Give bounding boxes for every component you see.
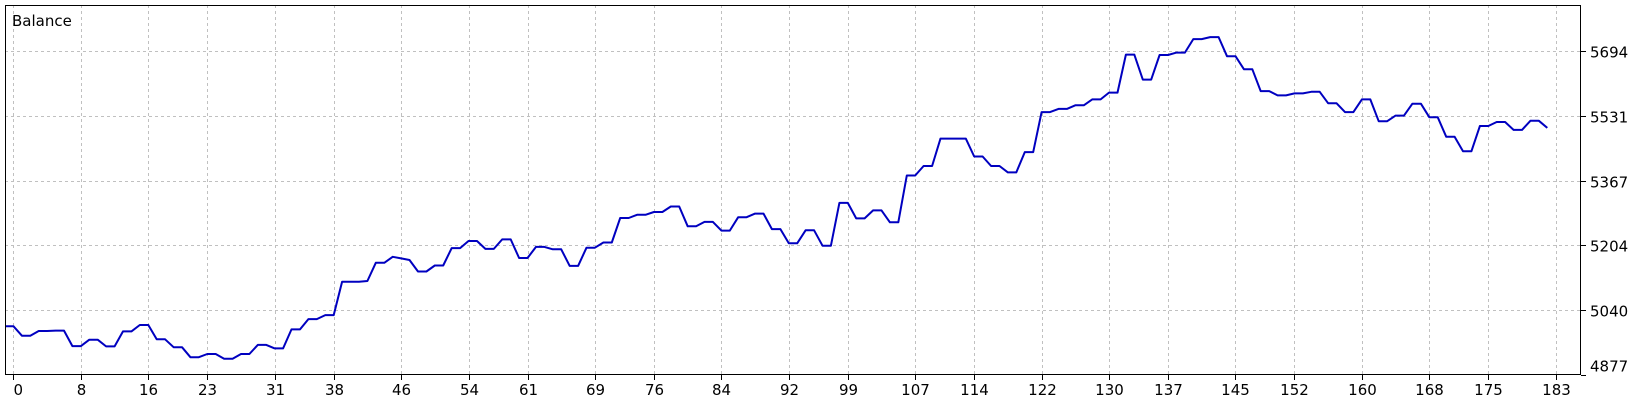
plot-frame: [5, 5, 1581, 375]
x-tick-label: 23: [198, 381, 217, 399]
x-tick-label: 145: [1221, 381, 1250, 399]
y-tick-label: 4877: [1590, 358, 1628, 376]
x-tick-label: 54: [460, 381, 479, 399]
x-tick-label: 84: [712, 381, 731, 399]
y-tick-label: 5040: [1590, 303, 1628, 321]
x-tick-label: 130: [1095, 381, 1124, 399]
x-tick-label: 92: [780, 381, 799, 399]
x-tick-label: 122: [1028, 381, 1057, 399]
x-tick-label: 160: [1348, 381, 1377, 399]
x-tick-label: 152: [1280, 381, 1309, 399]
x-tick-label: 38: [325, 381, 344, 399]
plot-background: [5, 5, 1581, 375]
balance-line: [5, 36, 1548, 360]
chart-title: Balance: [12, 12, 72, 30]
x-tick-label: 99: [839, 381, 858, 399]
x-tick-label: 183: [1542, 381, 1571, 399]
y-tick-label: 5531: [1590, 109, 1628, 127]
grid-lines: [5, 5, 1581, 375]
y-axis-ticks: 4877 5040 5204 5367 5531 5694: [1581, 44, 1628, 376]
y-tick-label: 5204: [1590, 238, 1628, 256]
series-layer: [5, 36, 1548, 360]
x-tick-label: 137: [1154, 381, 1183, 399]
x-tick-label: 168: [1415, 381, 1444, 399]
x-tick-label: 46: [392, 381, 411, 399]
x-tick-label: 8: [77, 381, 87, 399]
x-tick-label: 175: [1474, 381, 1503, 399]
x-tick-label: 107: [901, 381, 930, 399]
x-tick-label: 76: [645, 381, 664, 399]
x-tick-label: 31: [266, 381, 285, 399]
x-tick-label: 16: [139, 381, 158, 399]
x-tick-label: 114: [960, 381, 989, 399]
x-tick-label: 0: [14, 381, 24, 399]
x-axis-ticks: 0 8 16 23 31 38 46 54 61 69 76 84 92 99 107 114 122 130 13…: [13, 375, 1571, 399]
x-tick-label: 61: [519, 381, 538, 399]
x-tick-label: 69: [586, 381, 605, 399]
y-tick-label: 5694: [1590, 44, 1628, 62]
y-tick-label: 5367: [1590, 174, 1628, 192]
